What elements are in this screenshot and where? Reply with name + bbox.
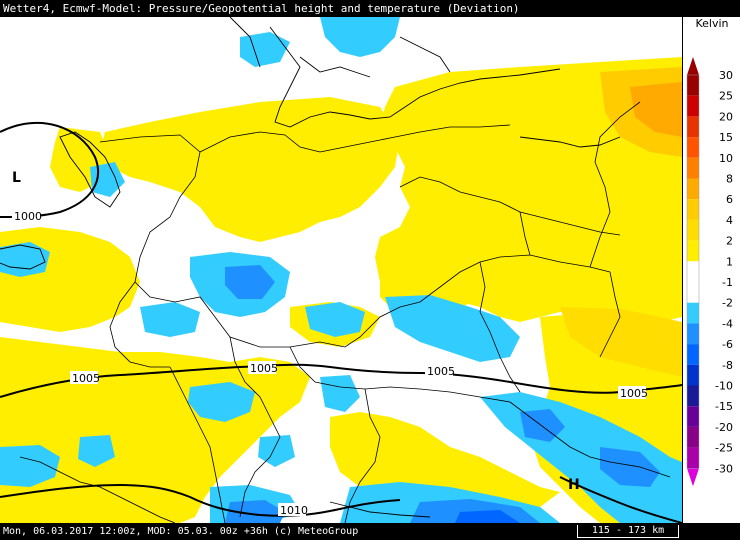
isobars [0,122,682,523]
legend-label: -6 [722,338,733,351]
scale-bar: 115 - 173 km [577,525,679,538]
legend-swatch [687,157,699,179]
footer-bar: Mon, 06.03.2017 12:00z, MOD: 05.03. 00z … [0,523,740,540]
legend-swatch [687,323,699,345]
legend-swatch [687,385,699,407]
pressure-centers: L H [12,170,580,493]
low-pressure-center: L [12,170,21,186]
legend-swatch [687,364,699,386]
isobar-label: 1005 [250,362,278,375]
strong-cold-areas [225,265,660,523]
legend-label: 15 [719,131,733,144]
legend-swatch [687,426,699,448]
legend-label: -30 [715,462,733,475]
legend-label: -2 [722,297,733,310]
legend-swatch [687,219,699,241]
coastlines [0,17,621,523]
legend-label: -20 [715,421,733,434]
legend-swatch [687,240,699,262]
legend-label: 1 [726,255,733,268]
legend-label: -8 [722,359,733,372]
legend-scale: 30 25 20 15 10 8 6 4 2 1 -1 -2 -4 -6 -8 -10 -15 -20 -25 -30 [686,57,733,487]
isobar-label: 1005 [620,387,648,400]
legend-label: 30 [719,69,733,82]
legend-label: 25 [719,90,733,103]
legend-arrow-top [687,57,699,75]
isobar-label: 1000 [14,210,42,223]
legend-label: -4 [722,317,733,330]
legend-label: -10 [715,380,733,393]
legend-label: 10 [719,152,733,165]
legend-label: 8 [726,173,733,186]
color-legend: Kelvin 30 25 20 15 10 8 6 4 2 1 -1 -2 -4 -6 -8 -10 -15 -2… [682,17,740,523]
strong-warm-areas [560,67,682,377]
header-bar: Wetter4, Ecmwf-Model: Pressure/Geopotent… [0,0,740,17]
isobar-label: 1005 [427,365,455,378]
legend-swatch [687,282,699,303]
legend-label: 4 [726,214,733,227]
header-title: Wetter4, Ecmwf-Model: Pressure/Geopotent… [3,2,520,15]
legend-swatch [687,137,699,158]
legend-label: 6 [726,193,733,206]
legend-swatch [687,95,699,117]
legend-swatch [687,447,699,469]
legend-swatch [687,344,699,365]
legend-unit: Kelvin [695,17,729,30]
legend-swatch [687,302,699,324]
legend-swatch [687,116,699,138]
legend-swatch [687,178,699,200]
legend-swatch [687,199,699,220]
isobar-label: 1010 [280,504,308,517]
isobar-label: 1005 [72,372,100,385]
legend-arrow-bottom [687,468,699,487]
legend-label: 2 [726,235,733,248]
legend-label: -25 [715,442,733,455]
legend-swatch [687,75,699,96]
cold-anomaly-areas [0,17,682,523]
high-pressure-center: H [568,477,580,493]
legend-label: 20 [719,110,733,123]
country-borders [99,101,671,523]
weather-map[interactable]: 1000 1005 1005 1005 1005 1010 L H [0,17,682,523]
legend-swatch [687,261,699,282]
pressure-labels: 1000 1005 1005 1005 1005 1010 [12,209,648,517]
legend-swatch [687,406,699,427]
legend-label: -1 [722,276,733,289]
legend-label: -15 [715,400,733,413]
footer-info: Mon, 06.03.2017 12:00z, MOD: 05.03. 00z … [3,526,359,537]
